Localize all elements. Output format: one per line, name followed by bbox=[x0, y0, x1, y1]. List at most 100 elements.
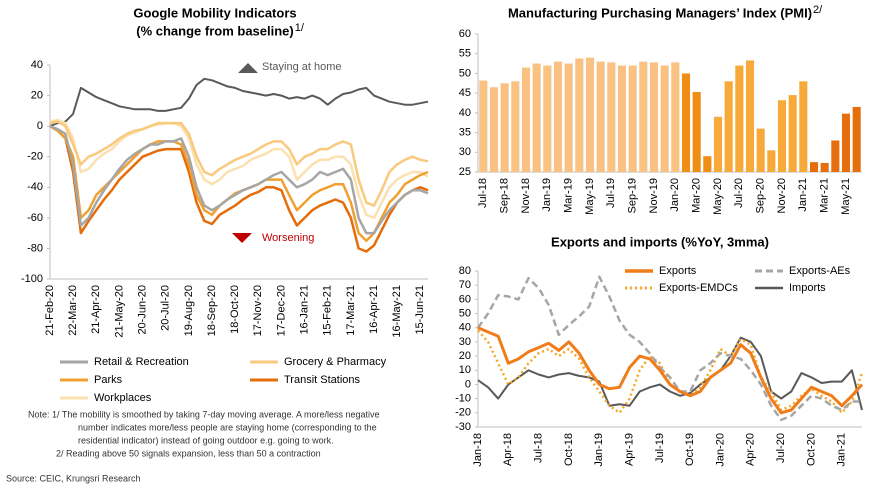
x-tick-label: Jul-20 bbox=[775, 433, 787, 463]
legend-label: Exports bbox=[659, 265, 697, 277]
series-line bbox=[477, 329, 864, 415]
x-tick-label: Jul-19 bbox=[654, 433, 666, 463]
note-line: residential indicator) instead of going … bbox=[78, 435, 334, 445]
x-tick-label: 21-May-20 bbox=[113, 285, 125, 338]
x-tick-label: Mar-21 bbox=[819, 178, 831, 213]
x-tick-label: 15-Feb-21 bbox=[322, 285, 334, 336]
x-tick-label: Jan-18 bbox=[472, 433, 484, 467]
x-tick-label: 22-Mar-20 bbox=[67, 285, 79, 336]
x-tick-label: 18-Oct-20 bbox=[229, 285, 241, 334]
bar bbox=[585, 57, 595, 172]
series-line bbox=[49, 124, 429, 235]
x-tick-label: Jan-20 bbox=[669, 178, 681, 212]
y-tick-label: 60 bbox=[459, 28, 471, 40]
y-tick-label: 20 bbox=[459, 350, 471, 362]
bar bbox=[553, 61, 563, 172]
bar bbox=[681, 73, 691, 172]
y-tick-label: -80 bbox=[27, 242, 43, 254]
y-tick-label: -60 bbox=[27, 212, 43, 224]
bar bbox=[479, 80, 488, 172]
x-tick-label: Nov-20 bbox=[776, 178, 788, 213]
x-tick-label: Sep-19 bbox=[627, 178, 639, 213]
series-line bbox=[477, 326, 864, 415]
x-tick-label: Nov-18 bbox=[520, 178, 532, 213]
series-line bbox=[49, 125, 429, 253]
bar bbox=[767, 150, 776, 172]
bar bbox=[607, 62, 616, 172]
y-tick-label: 55 bbox=[459, 48, 471, 60]
series-line bbox=[49, 118, 429, 220]
legend-label: Imports bbox=[789, 282, 826, 294]
y-tick-label: -20 bbox=[27, 151, 43, 163]
x-tick-label: Apr-19 bbox=[623, 433, 635, 466]
y-tick-label: 0 bbox=[37, 120, 43, 132]
title-footnote: 1/ bbox=[295, 22, 305, 34]
x-tick-label: Jan-20 bbox=[714, 433, 726, 467]
x-tick-label: 17-Mar-21 bbox=[345, 285, 357, 336]
bar bbox=[500, 83, 509, 172]
bar bbox=[521, 67, 531, 172]
x-tick-label: Nov-19 bbox=[648, 178, 660, 213]
x-tick-label: May-20 bbox=[712, 178, 724, 215]
bar bbox=[489, 87, 499, 172]
x-tick-label: 21-Apr-20 bbox=[90, 285, 102, 334]
x-tick-label: Apr-20 bbox=[745, 433, 757, 466]
series-line bbox=[49, 77, 429, 128]
bar bbox=[820, 162, 829, 172]
x-tick-label: 16-Jan-21 bbox=[298, 285, 310, 335]
x-tick-label: Jul-19 bbox=[605, 178, 617, 208]
x-tick-label: 15-Jun-21 bbox=[414, 285, 426, 335]
x-tick-label: Jan-19 bbox=[593, 433, 605, 467]
title-footnote: 2/ bbox=[813, 4, 823, 16]
y-tick-label: 20 bbox=[31, 89, 43, 101]
x-tick-label: Jan-21 bbox=[797, 178, 809, 212]
x-tick-label: Oct-18 bbox=[563, 433, 575, 466]
x-tick-label: Sep-20 bbox=[755, 178, 767, 213]
bar bbox=[831, 140, 840, 172]
bar bbox=[596, 61, 605, 172]
bar bbox=[841, 113, 851, 172]
y-tick-label: 70 bbox=[459, 279, 471, 291]
bar bbox=[799, 81, 808, 172]
y-tick-label: -10 bbox=[455, 393, 471, 405]
annotation: Worsening bbox=[262, 232, 314, 244]
bar bbox=[703, 156, 712, 172]
bar bbox=[543, 65, 552, 172]
source: Source: CEIC, Krungsri Research bbox=[6, 473, 141, 483]
bar bbox=[777, 100, 787, 172]
bar bbox=[671, 62, 680, 172]
x-tick-label: Oct-19 bbox=[684, 433, 696, 466]
annotation: Staying at home bbox=[262, 61, 342, 73]
bar bbox=[809, 162, 819, 172]
bar bbox=[532, 63, 541, 173]
bar bbox=[564, 63, 573, 173]
y-tick-label: -30 bbox=[455, 421, 471, 433]
y-tick-label: 30 bbox=[459, 336, 471, 348]
note-line: Note: 1/ The mobility is smoothed by tak… bbox=[28, 409, 380, 419]
y-tick-label: 40 bbox=[459, 322, 471, 334]
series-line bbox=[49, 125, 429, 243]
x-tick-label: Jan-21 bbox=[836, 433, 848, 467]
series-line bbox=[476, 275, 862, 422]
y-tick-label: 60 bbox=[459, 293, 471, 305]
chart-title: Google Mobility Indicators bbox=[133, 5, 296, 20]
y-tick-label: -100 bbox=[21, 273, 43, 285]
y-tick-label: 40 bbox=[31, 59, 43, 71]
y-tick-label: 30 bbox=[459, 146, 471, 158]
y-tick-label: 25 bbox=[459, 166, 471, 178]
y-tick-label: 10 bbox=[459, 364, 471, 376]
x-tick-label: 18-Sep-20 bbox=[206, 285, 218, 336]
x-tick-label: Sep-18 bbox=[499, 178, 511, 213]
bar bbox=[713, 116, 723, 172]
x-tick-label: May-21 bbox=[840, 178, 852, 215]
x-tick-label: 20-Jul-20 bbox=[160, 285, 172, 331]
bar bbox=[649, 62, 659, 172]
x-tick-label: 19-Aug-20 bbox=[183, 285, 195, 336]
y-tick-label: -20 bbox=[455, 407, 471, 419]
x-tick-label: Jul-18 bbox=[477, 178, 489, 208]
bar bbox=[788, 95, 797, 172]
series-line bbox=[477, 336, 863, 411]
x-tick-label: May-19 bbox=[584, 178, 596, 215]
series-line bbox=[49, 120, 429, 207]
up-triangle bbox=[238, 63, 258, 73]
